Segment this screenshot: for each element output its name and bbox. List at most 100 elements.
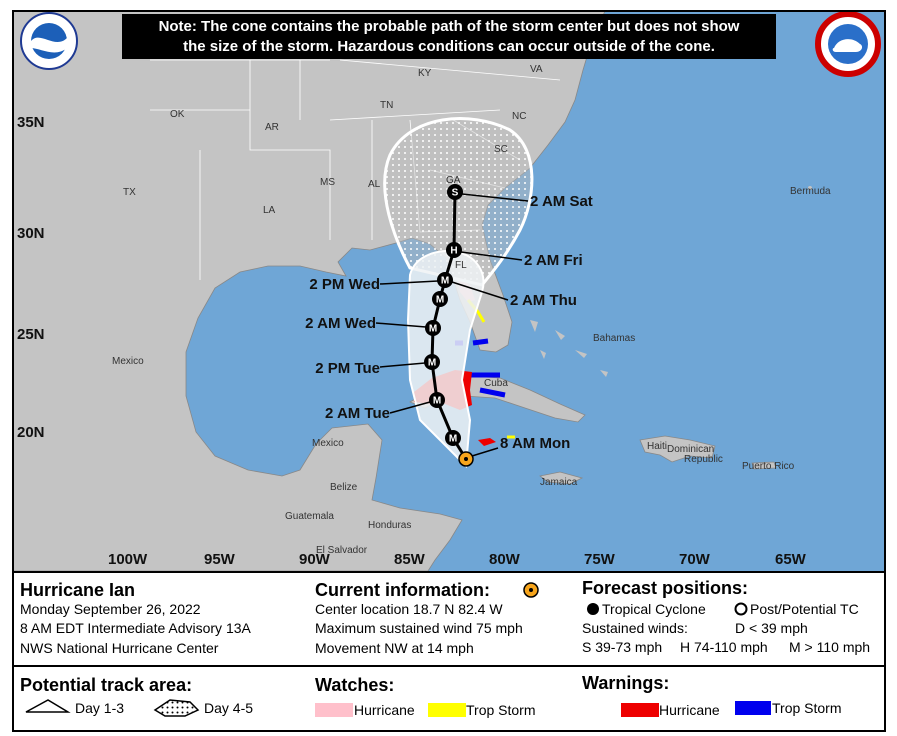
place-label: Honduras: [368, 520, 411, 531]
place-label: NC: [512, 111, 526, 122]
place-label: Bahamas: [593, 333, 635, 344]
place-label: Belize: [330, 482, 358, 493]
place-label: AL: [368, 179, 381, 190]
forecast-time-label: 2 AM Sat: [530, 193, 593, 210]
watch-storm-swatch: [428, 703, 466, 717]
note-line: Note: The cone contains the probable pat…: [159, 18, 740, 35]
forecast-point-letter: M: [441, 276, 449, 287]
forecast-point: [447, 184, 463, 200]
current-movement: Movement NW at 14 mph: [315, 640, 474, 656]
place-label: Puerto Rico: [742, 461, 795, 472]
lat-label: 35N: [17, 114, 45, 131]
land-puerto-rico: [751, 461, 777, 470]
place-label: Bermuda: [790, 186, 831, 197]
place-label: MS: [320, 177, 335, 188]
forecast-title: Forecast positions:: [582, 578, 748, 598]
wind-h: H 74-110 mph: [680, 639, 768, 655]
place-label: TN: [380, 100, 393, 111]
day45-icon: [153, 699, 200, 717]
wind-s: S 39-73 mph: [582, 639, 662, 655]
wind-m: M > 110 mph: [789, 639, 870, 655]
watches-title: Watches:: [315, 675, 394, 695]
wind-d: D < 39 mph: [735, 620, 808, 636]
note-box: [122, 14, 776, 59]
lat-label: 20N: [17, 424, 45, 441]
place-label: Mexico: [112, 356, 144, 367]
forecast-point: [432, 291, 448, 307]
lon-label: 95W: [204, 551, 236, 568]
day45-label: Day 4-5: [204, 700, 253, 716]
place-label: Haiti: [647, 441, 667, 452]
forecast-time-label: 2 AM Wed: [305, 315, 376, 332]
place-label: FL: [455, 260, 467, 271]
lon-label: 65W: [775, 551, 807, 568]
storm-date: Monday September 26, 2022: [20, 601, 201, 617]
forecast-time-label: 2 PM Tue: [315, 360, 380, 377]
note-line: the size of the storm. Hazardous conditi…: [183, 38, 715, 55]
nws-logo: [815, 11, 881, 77]
post-label: Post/Potential TC: [750, 601, 859, 617]
forecast-time-label: 2 PM Wed: [309, 276, 380, 293]
place-label: Mexico: [312, 438, 344, 449]
lon-label: 70W: [679, 551, 711, 568]
forecast-point: [446, 242, 462, 258]
forecast-point-letter: M: [433, 396, 441, 407]
place-label: Republic: [684, 454, 723, 465]
forecast-time-label: 8 AM Mon: [500, 435, 570, 452]
lon-label: 90W: [299, 551, 331, 568]
place-label: SC: [494, 144, 508, 155]
forecast-time-label: 2 AM Fri: [524, 252, 583, 269]
warnings-title: Warnings:: [582, 673, 669, 693]
forecast-point-letter: H: [450, 246, 457, 257]
forecast-time-label: 2 AM Tue: [325, 405, 390, 422]
forecast-point: [425, 320, 441, 336]
place-label: TX: [123, 187, 136, 198]
forecast-point-letter: M: [428, 358, 436, 369]
current-location: Center location 18.7 N 82.4 W: [315, 601, 503, 617]
place-label: LA: [263, 205, 276, 216]
place-label: VA: [530, 64, 543, 75]
lon-label: 100W: [108, 551, 148, 568]
forecast-labels: 2 AM Sat 2 AM Fri 2 PM Wed 2 AM Thu 2 AM Wed…: [305, 193, 593, 452]
warn-hurricane-swatch: [621, 703, 659, 717]
place-label: Jamaica: [540, 477, 578, 488]
lon-label: 80W: [489, 551, 521, 568]
forecast-point: [424, 354, 440, 370]
forecast-point-letter: M: [436, 295, 444, 306]
lat-label: 30N: [17, 225, 45, 242]
legend-panel: Hurricane Ian Monday September 26, 2022 …: [12, 571, 886, 732]
post-icon: [734, 602, 748, 616]
forecast-point: [437, 272, 453, 288]
watch-hurricane-label: Hurricane: [354, 702, 415, 718]
place-label: Cuba: [484, 378, 508, 389]
label-leaders: [375, 193, 529, 457]
day13-label: Day 1-3: [75, 700, 124, 716]
forecast-point-letter: S: [452, 188, 459, 199]
storm-advisory: 8 AM EDT Intermediate Advisory 13A: [20, 620, 252, 636]
lon-label: 75W: [584, 551, 616, 568]
place-label: Guatemala: [285, 511, 334, 522]
storm-source: NWS National Hurricane Center: [20, 640, 219, 656]
sustained-label: Sustained winds:: [582, 620, 688, 636]
land-jamaica: [539, 471, 584, 485]
coordinate-labels: 35N 30N 25N 20N 100W 95W 90W 85W 80W 75W 70W 65W: [17, 114, 807, 568]
current-icon-center: [529, 588, 533, 592]
warn-storm-swatch: [735, 701, 771, 715]
watch-hurricane-swatch: [315, 703, 353, 717]
place-label: KY: [418, 68, 432, 79]
tropical-label: Tropical Cyclone: [602, 601, 706, 617]
forecast-point-letter: M: [449, 434, 457, 445]
day13-icon: [25, 699, 71, 713]
place-label: AR: [265, 122, 279, 133]
place-label: Dominican: [667, 444, 714, 455]
place-label: El Salvador: [316, 545, 368, 556]
land-bermuda: [808, 186, 812, 190]
storm-name: Hurricane Ian: [20, 580, 135, 600]
forecast-point-letter: M: [429, 324, 437, 335]
tropical-icon: [587, 603, 599, 615]
